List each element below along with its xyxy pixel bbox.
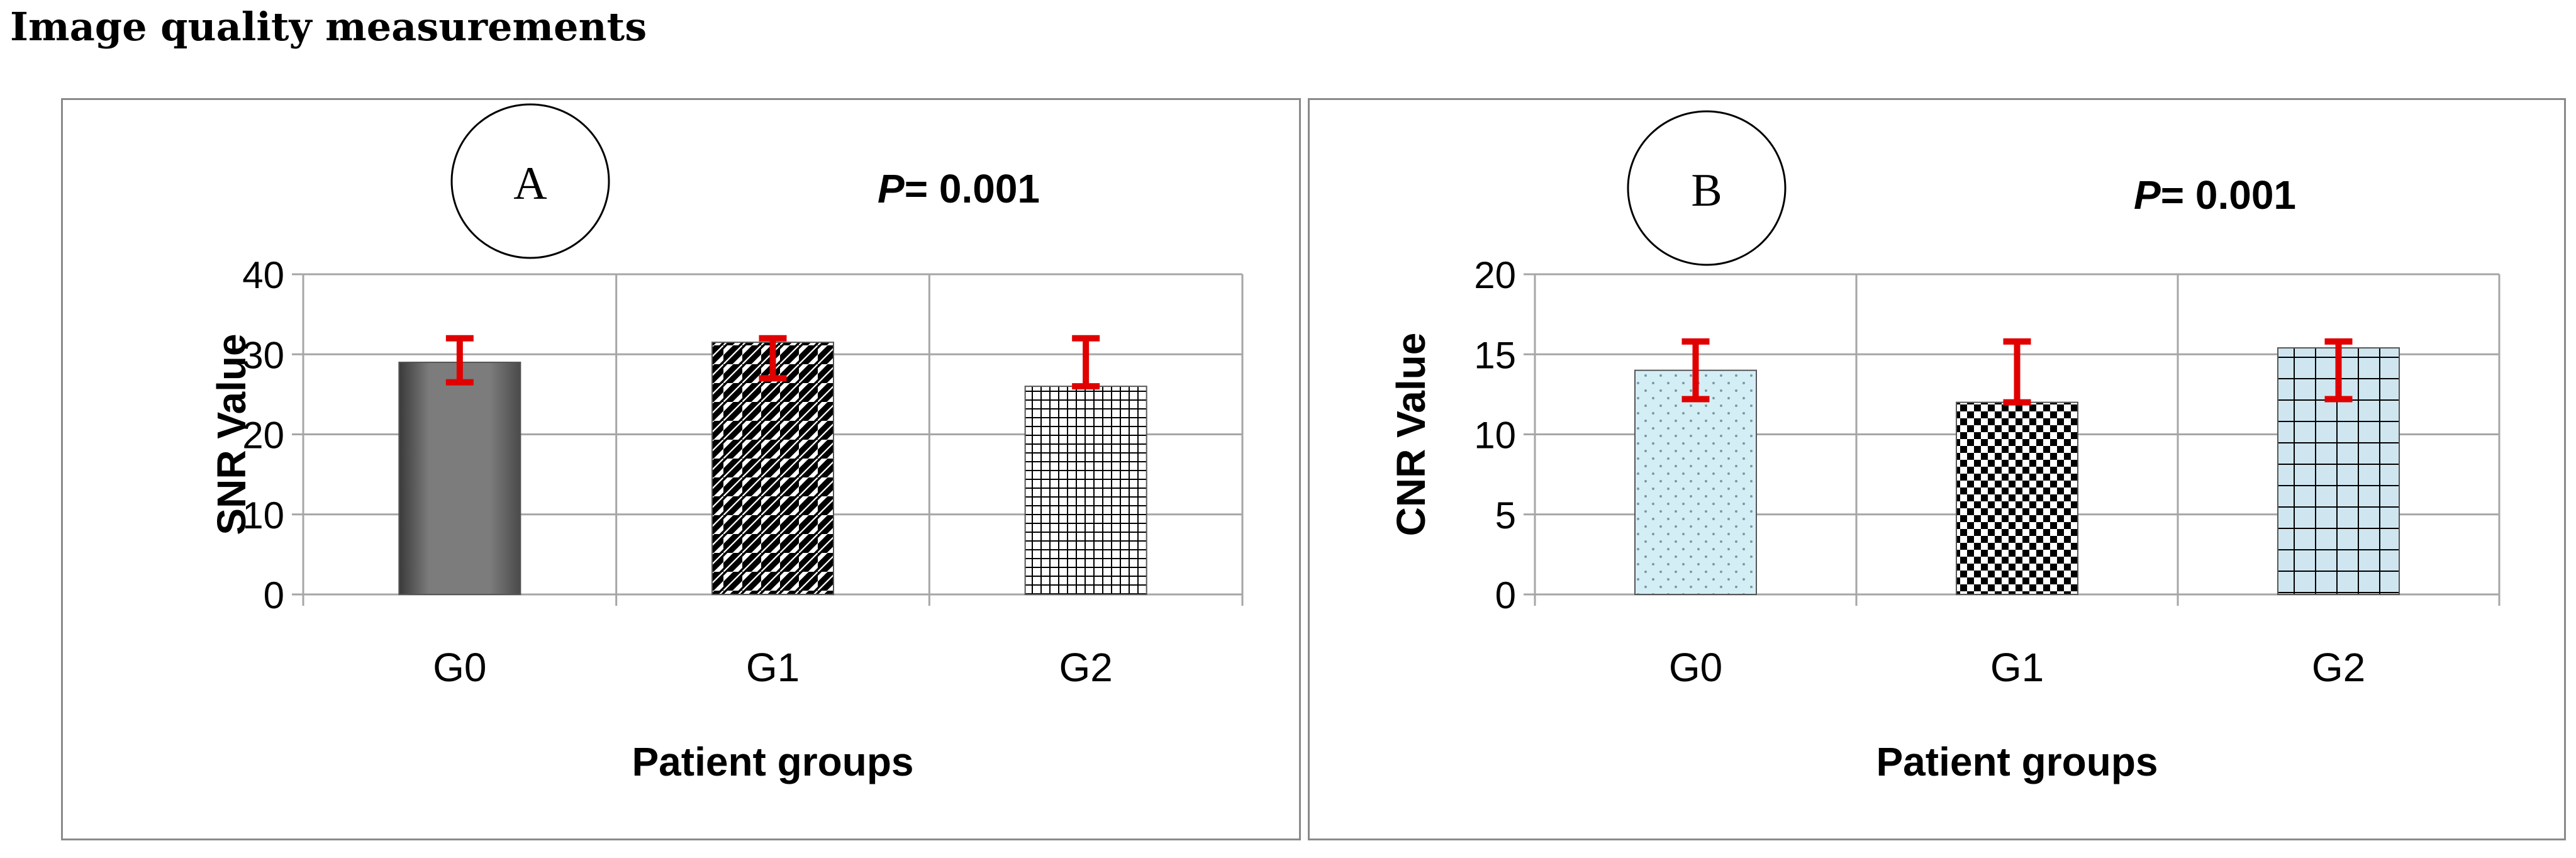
error-bar-g2 <box>1072 335 1100 390</box>
y-tick-label-2: 10 <box>1474 415 1516 457</box>
bar-g0 <box>1634 369 1757 595</box>
p-value-annotation: P= 0.001 <box>878 166 1040 211</box>
snr-chart: 0 10 20 30 40 G0 G1 G2 Patient groups SNR Value A P… <box>209 103 1244 784</box>
chart-panel-a: 0 10 20 30 40 G0 G1 G2 Patient groups SNR Value A P… <box>61 98 1301 840</box>
y-tick-label-0: 0 <box>264 574 284 616</box>
y-tick-label-4: 20 <box>1474 254 1516 296</box>
x-tick-label-g1: G1 <box>746 645 800 690</box>
x-axis-title: Patient groups <box>1876 739 2158 784</box>
y-tick-label-3: 15 <box>1474 334 1516 376</box>
bar-g1 <box>1956 401 2078 595</box>
y-axis-title: SNR Value <box>209 333 254 535</box>
chart-panel-b: 0 5 10 15 20 G0 G1 G2 Patient groups CNR Value B P=… <box>1308 98 2566 840</box>
y-tick-label-3: 30 <box>242 334 284 376</box>
page-title: Image quality measurements <box>10 4 647 50</box>
error-bar-g0 <box>445 335 474 386</box>
panel-label: A <box>513 158 547 209</box>
y-tick-label-1: 10 <box>242 494 284 537</box>
x-axis-title: Patient groups <box>632 739 913 784</box>
panel-label-circle <box>450 103 610 259</box>
y-tick-label-1: 5 <box>1495 494 1516 537</box>
error-bar-g1 <box>2003 338 2031 406</box>
bar-g2 <box>1024 386 1147 595</box>
error-bar-g2 <box>2324 338 2353 403</box>
x-tick-label-g0: G0 <box>1669 645 1722 690</box>
bar-g1 <box>711 342 834 595</box>
x-tick-label-g2: G2 <box>1059 645 1112 690</box>
bar-g0 <box>398 361 521 595</box>
cnr-chart: 0 5 10 15 20 G0 G1 G2 Patient groups CNR Value B P=… <box>1388 110 2501 784</box>
panel-label-circle <box>1627 110 1787 266</box>
panel-label: B <box>1691 165 1722 216</box>
y-tick-label-4: 40 <box>242 254 284 296</box>
error-bar-g0 <box>1681 338 1710 403</box>
p-value-annotation: P= 0.001 <box>2134 172 2296 218</box>
y-tick-label-2: 20 <box>242 415 284 457</box>
y-tick-label-0: 0 <box>1495 574 1516 616</box>
x-tick-label-g0: G0 <box>433 645 486 690</box>
x-tick-label-g1: G1 <box>1990 645 2044 690</box>
y-axis-title: CNR Value <box>1388 333 1434 537</box>
error-bar-g1 <box>759 335 787 382</box>
x-tick-label-g2: G2 <box>2312 645 2365 690</box>
